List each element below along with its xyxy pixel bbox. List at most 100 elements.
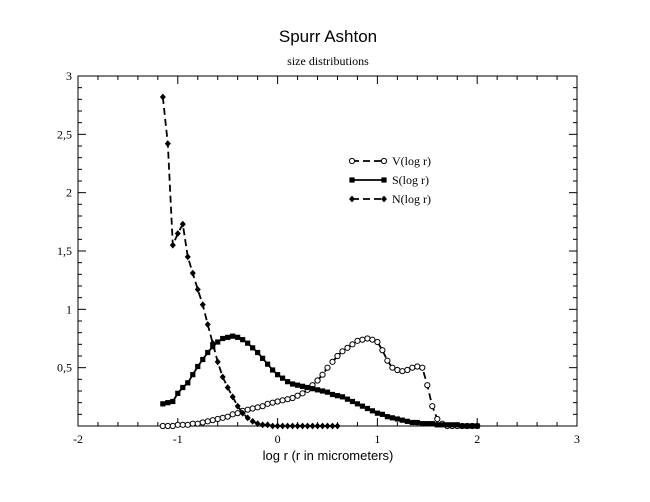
data-point [249,405,256,412]
data-point [279,422,286,430]
y-tick-label: 1 [66,302,72,316]
data-point [195,363,201,370]
data-point [234,402,241,410]
data-point [219,373,226,381]
data-point [419,364,426,371]
legend-label: V(log r) [392,154,431,168]
data-point [214,358,221,366]
legend-marker [381,177,387,183]
data-point [449,422,455,428]
data-point [374,338,381,346]
data-point [314,387,321,393]
data-point [224,413,231,420]
data-point [424,421,430,427]
data-point [419,421,425,427]
data-point [289,394,296,402]
data-point [409,364,416,371]
data-point [309,386,316,392]
data-point [274,422,281,430]
plot-frame [77,75,578,427]
data-point [404,366,411,374]
data-point [399,417,405,423]
data-point [349,341,356,348]
legend-marker [380,157,388,165]
data-point [429,403,436,410]
data-point [299,390,306,397]
data-point [229,411,236,418]
data-point [189,420,196,427]
data-point [189,269,196,277]
data-point [334,422,341,430]
data-point [255,349,261,356]
legend-label: S(log r) [392,173,429,187]
series-1 [159,335,481,430]
data-point [304,422,311,430]
data-point [324,422,331,430]
data-point [204,321,211,328]
data-point [414,363,421,370]
data-point [319,388,326,394]
data-point [324,364,331,371]
data-point [299,422,306,430]
series-2 [160,333,480,429]
data-point [254,404,261,411]
data-point [359,403,366,409]
data-point [379,411,385,417]
data-point [245,340,251,346]
legend-item: N(log r) [349,192,431,206]
data-point [165,400,171,406]
x-tick-label: 2 [474,432,480,446]
data-point [359,336,366,343]
data-point [214,415,221,423]
legend: V(log r) S(log r) N(log r) [348,154,431,206]
y-tick-label: 2,5 [57,127,72,141]
data-point [299,383,306,389]
data-point [364,405,371,412]
data-point [434,415,441,423]
data-point [160,401,166,407]
data-point [424,382,431,389]
x-tick-label: -1 [173,432,183,446]
data-point [269,422,276,430]
data-point [324,389,331,395]
data-point [339,394,346,400]
data-point [260,355,266,361]
data-point [204,418,211,425]
legend-item: S(log r) [349,173,429,187]
data-point [259,403,266,410]
data-point [205,349,211,356]
data-point [184,253,191,261]
data-point [239,409,246,417]
data-point [270,367,276,373]
data-point [159,422,166,430]
data-point [429,421,435,427]
data-point [364,335,371,342]
data-point [394,416,400,422]
data-point [230,333,236,339]
data-point [185,380,191,386]
x-axis-label: log r (r in micrometers) [263,448,394,463]
data-point [220,335,226,342]
data-point [225,334,231,340]
data-point [399,368,406,375]
data-point [259,421,266,429]
data-point [250,345,256,351]
y-tick-label: 0,5 [57,361,72,375]
data-point [329,391,336,398]
data-point [434,422,440,428]
data-point [369,336,376,343]
data-point [194,286,201,293]
data-point [164,140,171,148]
data-point [314,377,321,384]
data-point [379,347,386,354]
legend-marker [348,157,356,165]
data-point [180,384,186,391]
data-point [334,352,341,360]
chart-subtitle: size distributions [287,54,369,68]
data-point [184,421,191,428]
data-point [210,344,216,350]
data-point [199,301,206,309]
data-point [319,371,326,378]
data-point [279,375,286,381]
x-tick-label: 3 [574,432,580,446]
